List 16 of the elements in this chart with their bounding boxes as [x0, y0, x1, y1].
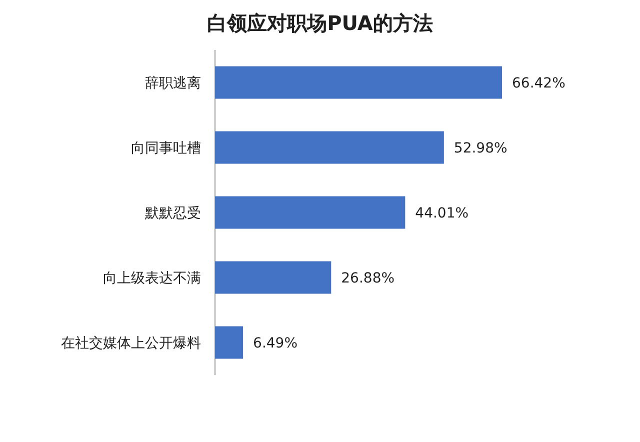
data-label: 52.98%: [454, 140, 508, 156]
y-tick-label: 默默忍受: [144, 206, 201, 222]
y-tick-label: 在社交媒体上公开爆料: [61, 336, 201, 352]
data-label: 44.01%: [415, 206, 469, 222]
bar: [215, 261, 332, 294]
bar: [215, 131, 444, 164]
data-label: 26.88%: [341, 270, 395, 286]
y-tick-label: 向同事吐槽: [131, 140, 201, 156]
bar: [215, 66, 502, 99]
bar: [215, 326, 244, 359]
data-label: 66.42%: [512, 76, 566, 92]
chart-title: 白领应对职场PUA的方法: [207, 11, 433, 35]
y-tick-label: 辞职逃离: [145, 76, 201, 92]
data-label: 6.49%: [253, 336, 298, 352]
y-tick-label: 向上级表达不满: [103, 270, 201, 286]
bar: [215, 196, 406, 229]
